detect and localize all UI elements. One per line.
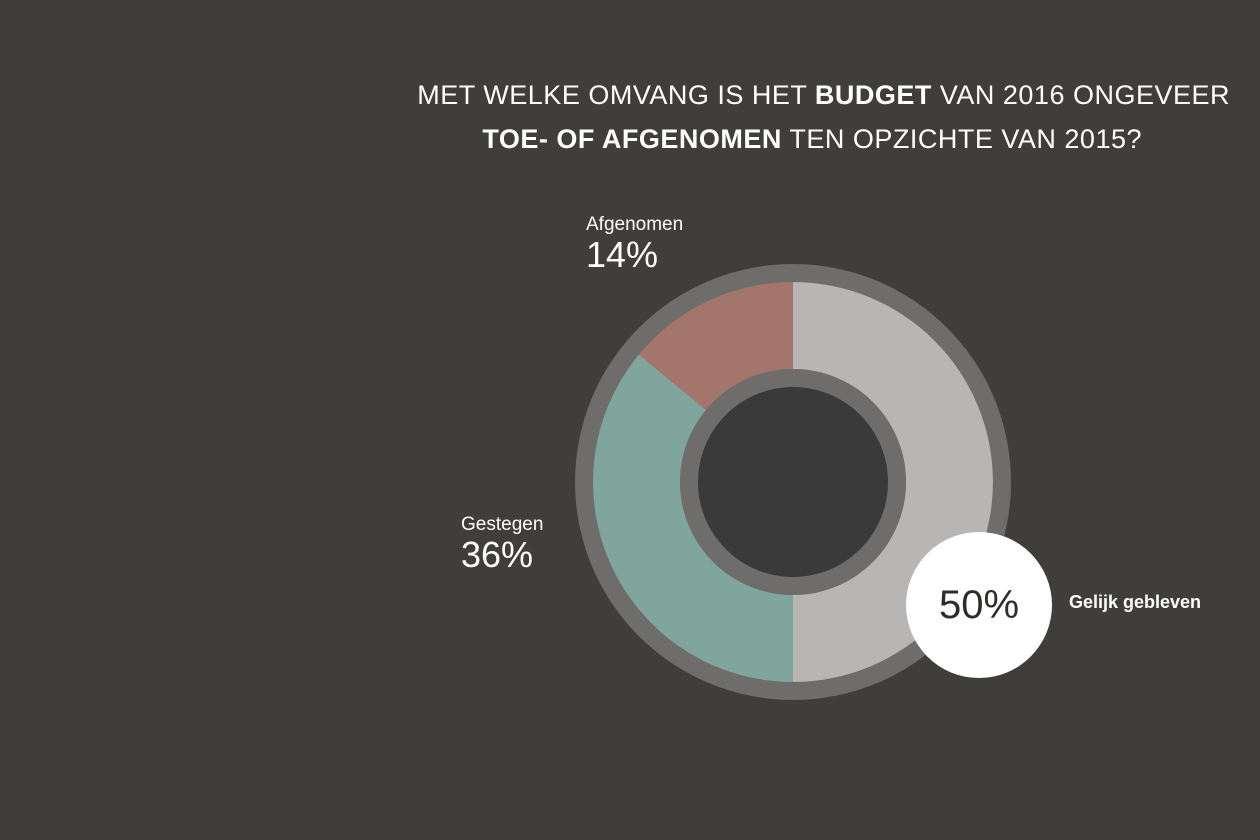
slice-value-gelijk-gebleven: 50%	[938, 582, 1020, 627]
title-line-1-post: VAN 2016 ONGEVEER	[931, 80, 1230, 110]
slice-name-gelijk-gebleven: Gelijk gebleven	[1069, 592, 1202, 612]
donut-center	[698, 387, 888, 577]
title-line-1-bold: BUDGET	[814, 80, 932, 110]
slice-value-gestegen: 36%	[461, 534, 534, 575]
slice-name-afgenomen: Afgenomen	[586, 214, 684, 235]
chart-title-line-1: MET WELKE OMVANG IS HET BUDGET VAN 2016 …	[270, 80, 1230, 111]
chart-title-line-2: TOE- OF AFGENOMEN TEN OPZICHTE VAN 2015?	[182, 124, 1142, 155]
slice-badge-gelijk-gebleven: 50%	[906, 532, 1052, 678]
title-line-2-post: TEN OPZICHTE VAN 2015?	[781, 124, 1142, 154]
donut-slice-gestegen	[593, 354, 793, 682]
slice-name-gestegen: Gestegen	[461, 514, 544, 535]
slice-value-afgenomen: 14%	[586, 234, 659, 275]
slice-label-gestegen: Gestegen 36%	[461, 514, 543, 574]
donut-slice-afgenomen	[638, 282, 793, 410]
title-line-1-pre: MET WELKE OMVANG IS HET	[417, 80, 815, 110]
slice-label-afgenomen: Afgenomen 14%	[586, 214, 683, 274]
title-line-2-bold: TOE- OF AFGENOMEN	[482, 124, 782, 154]
